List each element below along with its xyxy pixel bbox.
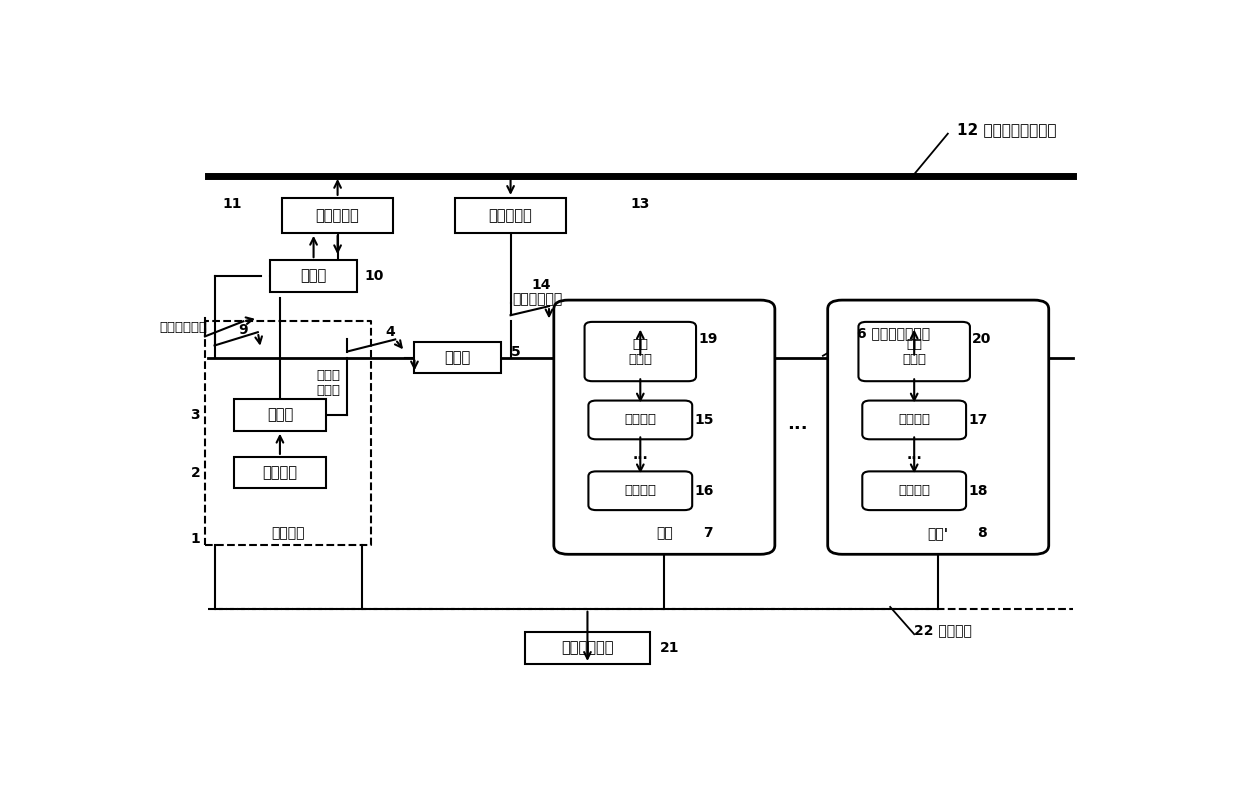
Text: 2: 2 — [191, 465, 200, 479]
FancyBboxPatch shape — [589, 472, 692, 510]
Text: 1: 1 — [191, 532, 200, 546]
Text: 13: 13 — [631, 197, 650, 211]
Text: ...: ... — [632, 448, 649, 462]
Bar — [234, 457, 326, 488]
Text: 闸开关: 闸开关 — [316, 384, 340, 398]
Text: 逆变器: 逆变器 — [267, 408, 293, 423]
Text: 用电负载: 用电负载 — [624, 413, 656, 427]
Text: 3: 3 — [191, 408, 200, 422]
Text: 电网控制节点: 电网控制节点 — [562, 641, 614, 656]
FancyBboxPatch shape — [589, 401, 692, 439]
Bar — [270, 260, 357, 292]
Text: 用电负载: 用电负载 — [898, 413, 930, 427]
Text: 电能
控制器: 电能 控制器 — [629, 337, 652, 365]
Text: 7: 7 — [703, 526, 713, 540]
FancyBboxPatch shape — [827, 300, 1049, 554]
Text: 15: 15 — [694, 413, 714, 427]
Text: 用电负载: 用电负载 — [624, 484, 656, 498]
Text: 电量计: 电量计 — [300, 268, 326, 284]
FancyBboxPatch shape — [584, 322, 696, 381]
Text: 12 公共电网高压母线: 12 公共电网高压母线 — [957, 122, 1056, 137]
Text: 11: 11 — [222, 197, 242, 211]
Text: ...: ... — [906, 448, 923, 462]
FancyBboxPatch shape — [862, 401, 966, 439]
Text: 16: 16 — [694, 483, 713, 498]
Text: 第一刀闸开关: 第一刀闸开关 — [160, 321, 208, 334]
FancyBboxPatch shape — [862, 472, 966, 510]
Bar — [455, 198, 565, 233]
Text: 电能
控制器: 电能 控制器 — [903, 337, 926, 365]
Text: 14: 14 — [532, 278, 552, 292]
Bar — [414, 342, 501, 373]
FancyBboxPatch shape — [858, 322, 970, 381]
Bar — [283, 198, 393, 233]
Text: 第二刀: 第二刀 — [316, 369, 340, 382]
Text: 10: 10 — [365, 269, 384, 283]
Text: 用电负载: 用电负载 — [898, 484, 930, 498]
Text: 降压变压器: 降压变压器 — [489, 208, 532, 223]
Text: 用户: 用户 — [656, 526, 673, 540]
Text: 升压变压器: 升压变压器 — [316, 208, 360, 223]
Text: 22 通信网络: 22 通信网络 — [914, 623, 972, 637]
Text: 21: 21 — [660, 641, 680, 655]
Text: ...: ... — [786, 415, 807, 433]
Text: 光伏组件: 光伏组件 — [263, 465, 298, 480]
Text: 9: 9 — [238, 323, 248, 337]
Bar — [525, 633, 650, 664]
Text: 19: 19 — [698, 332, 717, 346]
Text: 17: 17 — [968, 413, 987, 427]
Text: 4: 4 — [386, 325, 396, 340]
Text: 电量计: 电量计 — [445, 350, 471, 365]
Text: 第三刀闸开关: 第三刀闸开关 — [512, 292, 563, 306]
Text: 8: 8 — [977, 526, 986, 540]
Text: 用户': 用户' — [928, 526, 949, 540]
Text: 5: 5 — [511, 344, 521, 358]
Text: 6 本地低压用户线: 6 本地低压用户线 — [857, 326, 930, 340]
Bar — [234, 399, 326, 431]
Text: 光伏电站: 光伏电站 — [272, 526, 305, 540]
FancyBboxPatch shape — [554, 300, 775, 554]
Text: 18: 18 — [968, 483, 987, 498]
Text: 20: 20 — [972, 332, 991, 346]
